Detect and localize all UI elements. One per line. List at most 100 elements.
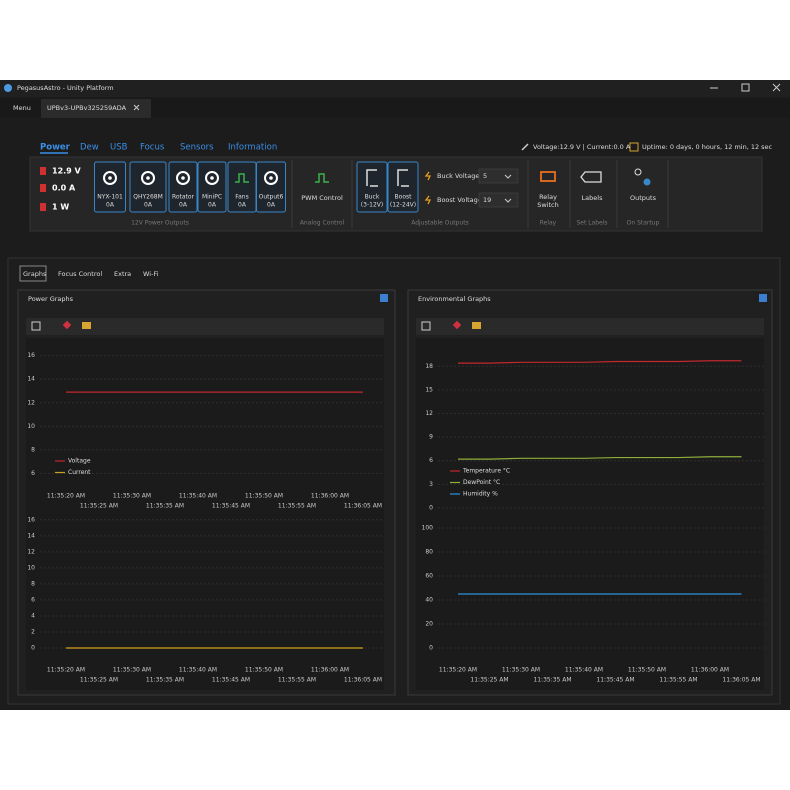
nav-item[interactable]: Dew (80, 143, 99, 153)
y-tick-label: 10 (27, 564, 35, 571)
device-tab-label[interactable]: UPBv3-UPBv325259ADA (47, 104, 127, 112)
adjust-name: Boost (395, 194, 413, 201)
labels-button[interactable]: Labels (582, 194, 604, 202)
x-tick-label: 11:35:55 AM (659, 677, 697, 684)
y-tick-label: 0 (429, 504, 433, 511)
menu[interactable]: Menu (13, 104, 31, 112)
relay-button[interactable]: Switch (537, 201, 559, 209)
x-tick-label: 11:36:05 AM (722, 677, 760, 684)
subtab[interactable]: Graphs (23, 270, 47, 278)
y-tick-label: 18 (425, 363, 433, 370)
group-label: Relay (540, 220, 557, 227)
x-tick-label: 11:35:35 AM (146, 677, 184, 684)
output-name: QHY268M (133, 194, 163, 201)
x-tick-label: 11:35:20 AM (47, 493, 85, 500)
x-tick-label: 11:35:35 AM (146, 503, 184, 510)
subtab[interactable]: Wi-Fi (143, 270, 159, 278)
output-icon (210, 176, 214, 180)
legend-label: Humidity % (463, 491, 498, 498)
x-tick-label: 11:35:30 AM (502, 667, 540, 674)
output-name: NYX-101 (97, 194, 123, 201)
voltage-label: Boost Voltage (437, 196, 482, 204)
group-label: Adjustable Outputs (411, 220, 468, 227)
y-tick-label: 80 (425, 549, 433, 556)
panel-title: Environmental Graphs (418, 295, 491, 303)
subtab[interactable]: Extra (114, 270, 131, 278)
output-name: Fans (235, 194, 249, 201)
help-icon[interactable] (759, 294, 767, 302)
output-name: Rotator (172, 194, 195, 201)
group-label: 12V Power Outputs (131, 220, 189, 227)
output-current: 0A (179, 202, 188, 209)
voltage-value[interactable]: 5 (483, 172, 487, 180)
legend-label: Voltage (68, 458, 91, 465)
y-tick-label: 4 (31, 612, 35, 619)
output-current: 0A (106, 202, 115, 209)
title-bar (0, 80, 790, 97)
reading: 12.9 V (52, 167, 82, 176)
y-tick-label: 12 (425, 410, 433, 417)
y-tick-label: 60 (425, 573, 433, 580)
reading-icon (40, 184, 46, 192)
adjust-range: (12-24V) (390, 202, 416, 209)
reading-icon (40, 203, 46, 211)
group-label: Set Labels (576, 220, 607, 227)
legend-label: Current (68, 469, 91, 476)
x-tick-label: 11:36:00 AM (311, 667, 349, 674)
y-tick-label: 8 (31, 580, 35, 587)
nav-item[interactable]: USB (110, 143, 128, 153)
y-tick-label: 6 (31, 470, 35, 477)
status-uptime: Uptime: 0 days, 0 hours, 12 min, 12 sec (642, 143, 773, 151)
nav-item[interactable]: Sensors (180, 143, 214, 153)
y-tick-label: 2 (31, 628, 35, 635)
legend-label: DewPoint °C (463, 479, 500, 486)
relay-button[interactable]: Relay (539, 193, 557, 201)
outputs-button[interactable]: Outputs (630, 194, 657, 202)
adjust-range: (3-12V) (361, 202, 383, 209)
help-icon[interactable] (380, 294, 388, 302)
y-tick-label: 100 (422, 525, 434, 532)
x-tick-label: 11:35:25 AM (470, 677, 508, 684)
y-tick-label: 8 (31, 446, 35, 453)
output-current: 0A (144, 202, 153, 209)
x-tick-label: 11:35:50 AM (245, 493, 283, 500)
y-tick-label: 14 (27, 532, 35, 539)
x-tick-label: 11:35:30 AM (113, 493, 151, 500)
nav-item[interactable]: Power (40, 143, 71, 153)
y-tick-label: 12 (27, 399, 35, 406)
voltage-value[interactable]: 19 (483, 196, 491, 204)
x-tick-label: 11:35:50 AM (245, 667, 283, 674)
status-power: Voltage:12.9 V | Current:0.0 A (533, 143, 631, 151)
y-tick-label: 40 (425, 597, 433, 604)
x-tick-label: 11:35:35 AM (533, 677, 571, 684)
y-tick-label: 16 (27, 516, 35, 523)
chart-area (26, 338, 384, 690)
y-tick-label: 16 (27, 352, 35, 359)
x-tick-label: 11:35:20 AM (47, 667, 85, 674)
nav-item[interactable]: Information (228, 143, 277, 153)
output-icon (269, 176, 273, 180)
adjust-name: Buck (365, 194, 380, 201)
y-tick-label: 14 (27, 376, 35, 383)
output-icon (108, 176, 112, 180)
x-tick-label: 11:36:05 AM (344, 503, 382, 510)
x-tick-label: 11:35:45 AM (596, 677, 634, 684)
y-tick-label: 0 (31, 644, 35, 651)
x-tick-label: 11:36:00 AM (691, 667, 729, 674)
y-tick-label: 3 (429, 481, 433, 488)
y-tick-label: 6 (429, 457, 433, 464)
output-icon (181, 176, 185, 180)
x-tick-label: 11:36:00 AM (311, 493, 349, 500)
reading-icon (40, 167, 46, 175)
output-name: MiniPC (202, 194, 222, 201)
nav-item[interactable]: Focus (140, 143, 165, 153)
voltage-label: Buck Voltage (437, 172, 479, 180)
panel-title: Power Graphs (28, 295, 74, 303)
pwm-button[interactable]: PWM Control (301, 194, 343, 202)
subtab[interactable]: Focus Control (58, 270, 102, 278)
x-tick-label: 11:35:45 AM (212, 677, 250, 684)
x-tick-label: 11:35:55 AM (278, 503, 316, 510)
y-tick-label: 10 (27, 423, 35, 430)
y-tick-label: 20 (425, 621, 433, 628)
